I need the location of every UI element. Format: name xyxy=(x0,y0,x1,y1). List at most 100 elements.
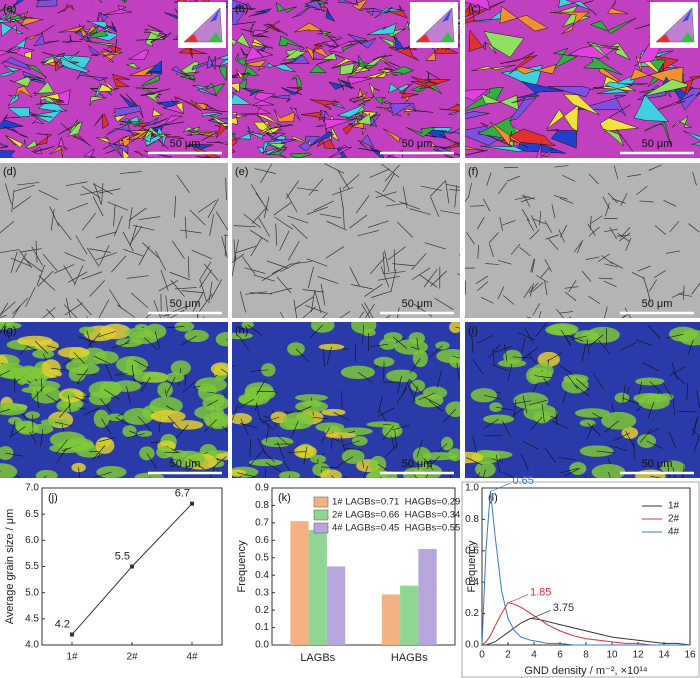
grain xyxy=(246,130,270,141)
boundary xyxy=(261,416,280,423)
grain xyxy=(316,138,336,150)
boundary xyxy=(546,352,563,362)
y-tick-label: 4.5 xyxy=(25,613,39,624)
micrograph-bg xyxy=(232,163,460,318)
grain xyxy=(143,24,167,36)
boundary xyxy=(233,239,239,262)
legend-label: 1# LAGBs=0.71 HAGBs=0.29 xyxy=(332,497,460,508)
boundary xyxy=(424,242,446,250)
grain xyxy=(125,63,141,70)
boundary xyxy=(101,183,104,206)
boundary xyxy=(367,220,389,228)
boundary xyxy=(187,256,190,279)
boundary xyxy=(636,185,648,196)
boundary xyxy=(402,186,408,209)
panel-label: (c) xyxy=(468,3,481,15)
grain xyxy=(351,0,375,11)
boundary xyxy=(138,216,161,221)
boundary xyxy=(514,399,516,418)
boundary xyxy=(639,428,652,443)
boundary xyxy=(529,416,543,431)
grain xyxy=(78,24,96,38)
boundary xyxy=(377,476,379,478)
strain-blob xyxy=(122,425,137,438)
grain xyxy=(128,49,150,61)
boundary xyxy=(588,173,599,185)
boundary xyxy=(65,297,71,318)
grain xyxy=(398,82,419,99)
boundary xyxy=(289,260,312,265)
strain-blob xyxy=(35,469,58,478)
grain xyxy=(375,54,400,68)
strain-blob xyxy=(215,452,228,460)
boundary xyxy=(529,229,540,240)
boundary xyxy=(662,382,673,398)
boundary xyxy=(558,457,577,461)
boundary xyxy=(138,416,151,430)
plot-frame xyxy=(481,487,691,646)
boundary xyxy=(319,213,342,219)
strain-blob xyxy=(210,362,228,376)
boundary xyxy=(524,327,534,344)
boundary xyxy=(598,277,613,280)
boundary xyxy=(154,331,161,349)
boundary xyxy=(303,446,308,465)
scale-bar-label: 50 μm xyxy=(170,458,201,470)
x-tick-label: 10 xyxy=(606,650,618,661)
strain-blob xyxy=(0,463,18,478)
boundary xyxy=(73,264,84,286)
boundary xyxy=(541,404,545,423)
ipf-red xyxy=(656,34,670,42)
boundary xyxy=(188,458,205,470)
annotation: 3.75 xyxy=(553,602,574,614)
boundary xyxy=(385,314,391,318)
grain xyxy=(0,13,15,23)
grain xyxy=(586,41,621,60)
strain-blob xyxy=(436,349,460,364)
boundary xyxy=(3,325,12,343)
boundary xyxy=(601,255,613,265)
grain xyxy=(301,111,327,121)
ipf-triangle xyxy=(415,7,455,43)
boundary xyxy=(81,212,96,231)
boundary xyxy=(307,266,314,289)
boundary xyxy=(203,419,217,433)
boundary xyxy=(254,168,276,174)
boundary xyxy=(397,375,402,394)
grain xyxy=(248,8,272,17)
boundary xyxy=(598,340,611,355)
grain xyxy=(490,121,528,148)
boundary xyxy=(687,337,695,355)
grain xyxy=(33,81,55,97)
boundary xyxy=(678,410,697,413)
boundary xyxy=(34,340,49,354)
boundary xyxy=(293,299,298,318)
boundary xyxy=(378,407,395,417)
x-tick-label: 8 xyxy=(583,650,589,661)
boundary xyxy=(669,221,680,233)
grain xyxy=(106,121,132,136)
boundary xyxy=(12,195,32,210)
boundary xyxy=(631,272,645,279)
x-tick-label: LAGBs xyxy=(300,652,335,664)
ipf-green xyxy=(208,32,222,42)
boundary xyxy=(198,261,212,281)
boundary xyxy=(434,297,454,310)
boundary xyxy=(111,255,127,273)
boundary xyxy=(399,201,421,210)
boundary xyxy=(553,195,568,200)
boundary xyxy=(604,306,608,318)
boundary xyxy=(237,472,255,477)
panel-label: (h) xyxy=(235,325,248,337)
grain xyxy=(500,51,538,75)
boundary xyxy=(101,418,112,435)
boundary xyxy=(396,387,408,404)
boundary xyxy=(291,420,299,438)
grain xyxy=(5,135,24,148)
boundary xyxy=(522,441,539,450)
boundary xyxy=(426,471,429,478)
bar xyxy=(308,529,327,645)
boundary xyxy=(64,302,84,316)
strain-blob xyxy=(232,332,253,340)
boundary xyxy=(191,249,212,260)
